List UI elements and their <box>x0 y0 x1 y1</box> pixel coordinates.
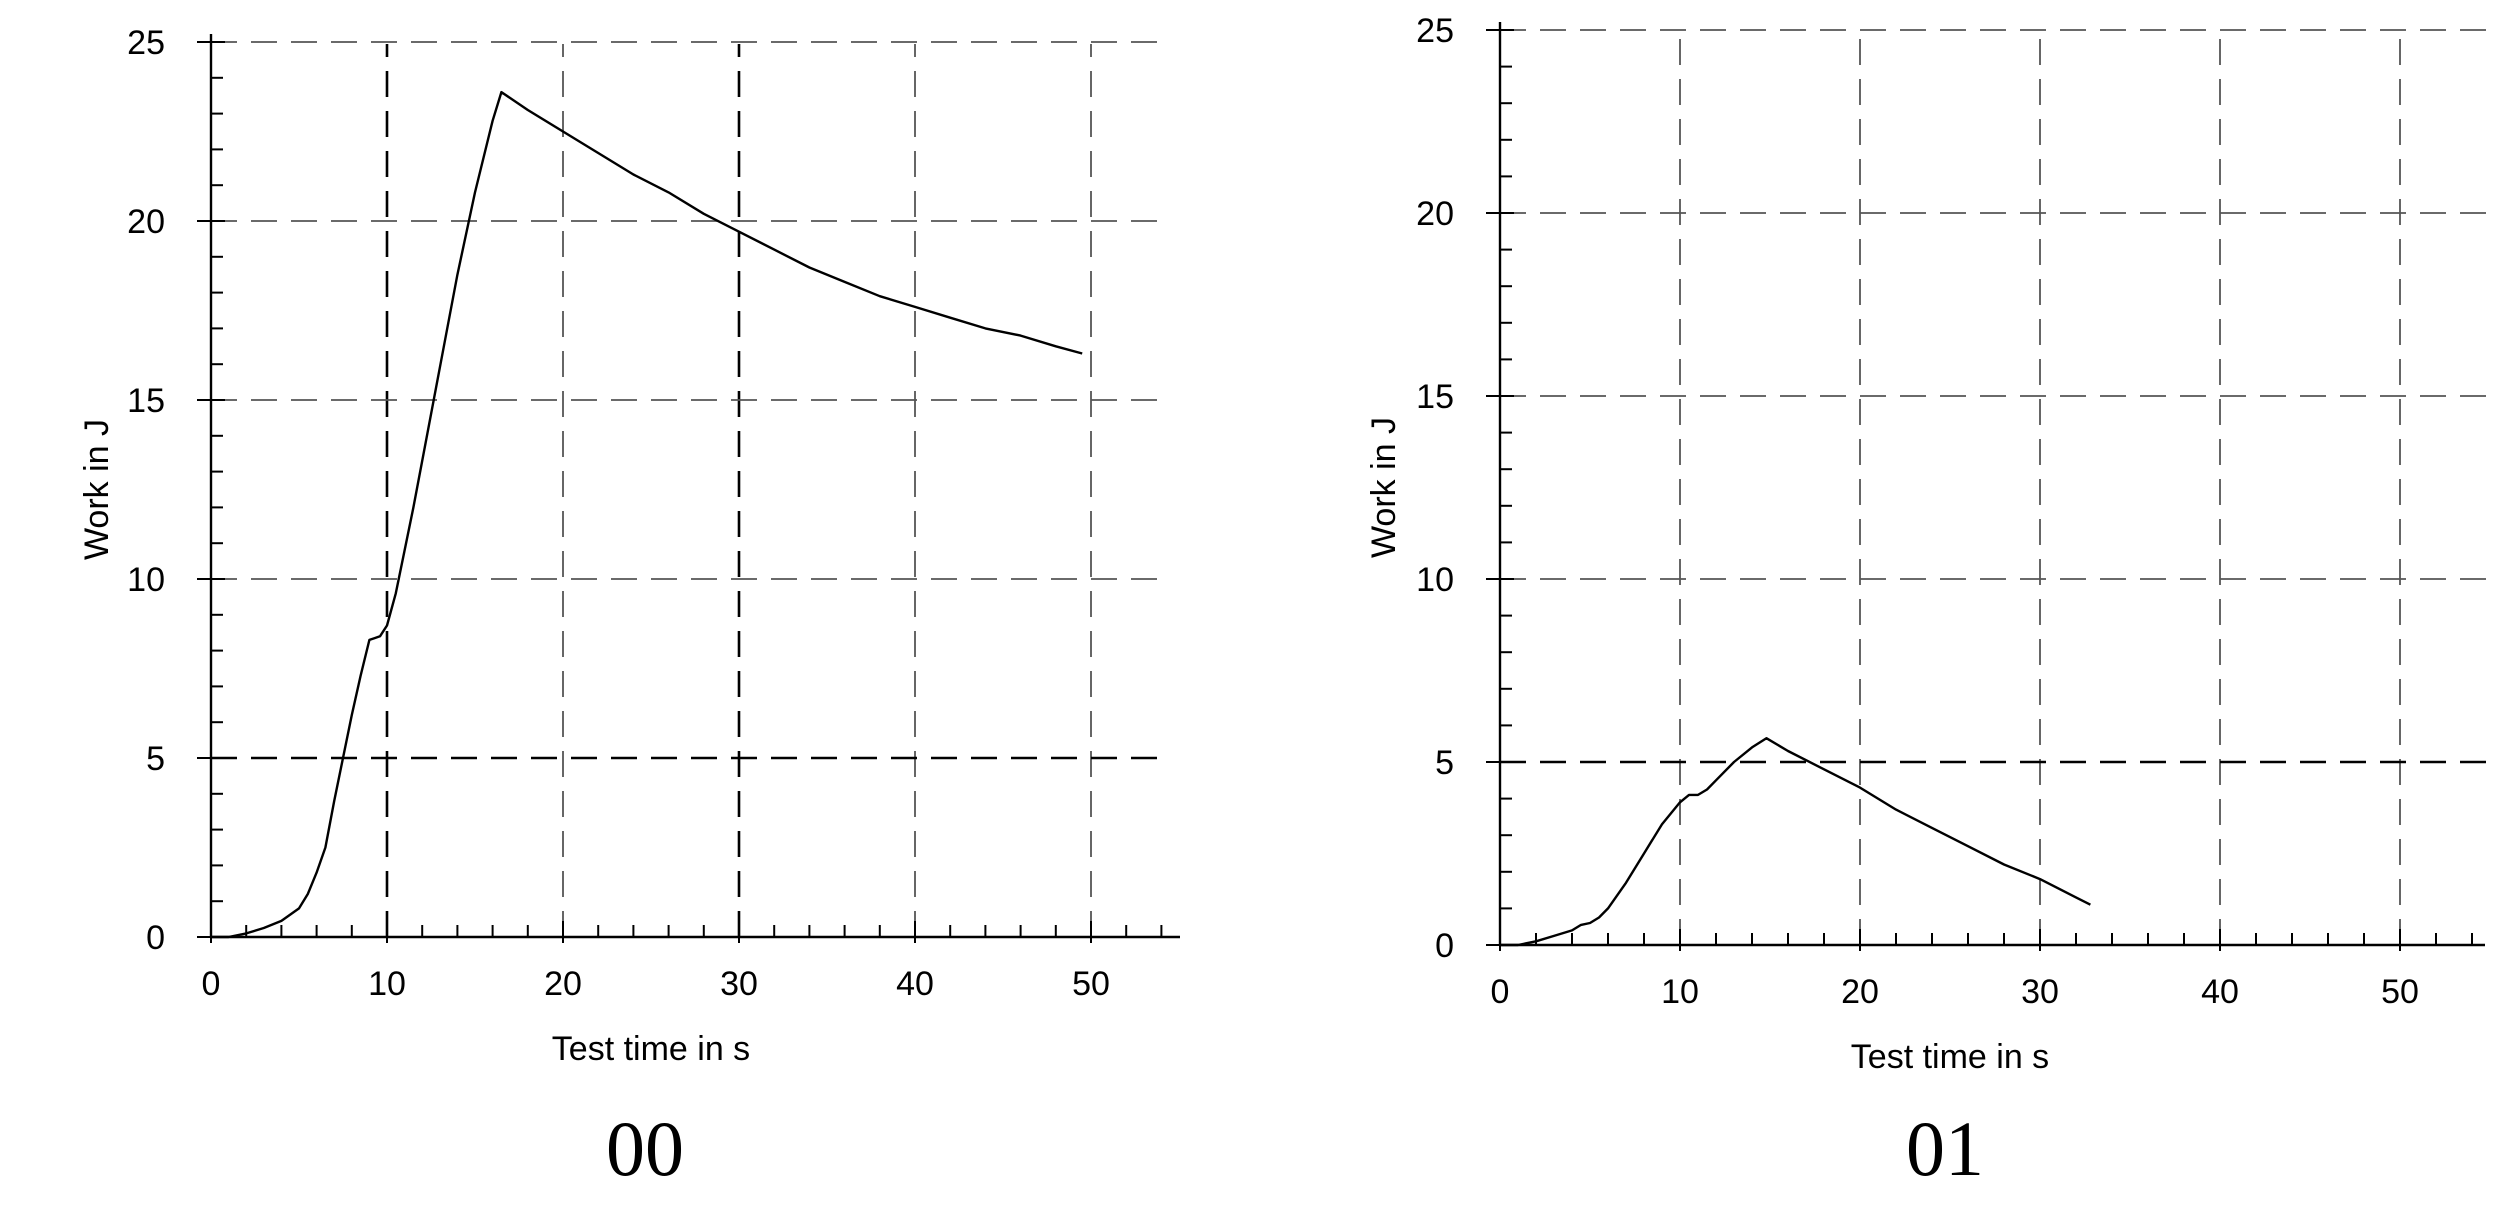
y-tick-label: 5 <box>146 740 165 778</box>
y-tick-label: 0 <box>1435 927 1454 965</box>
series-line <box>1500 737 2091 947</box>
x-tick-label: 10 <box>1661 973 1699 1011</box>
x-tick-label: 50 <box>1072 965 1110 1003</box>
y-tick-label: 25 <box>1416 12 1454 50</box>
x-tick-label: 0 <box>202 965 221 1003</box>
y-tick-label: 20 <box>127 203 165 241</box>
y-axis-label: Work in J <box>78 419 116 560</box>
series-line <box>211 90 1083 939</box>
y-tick-label: 10 <box>127 561 165 599</box>
y-tick-label: 5 <box>1435 744 1454 782</box>
x-tick-label: 20 <box>544 965 582 1003</box>
y-tick-label: 25 <box>127 24 165 62</box>
y-tick-label: 0 <box>146 919 165 957</box>
y-tick-label: 10 <box>1416 561 1454 599</box>
x-axis-label: Test time in s <box>1851 1038 2049 1076</box>
x-tick-label: 50 <box>2381 973 2419 1011</box>
x-axis-label: Test time in s <box>552 1030 750 1068</box>
y-tick-label: 15 <box>1416 378 1454 416</box>
panel-label: 01 <box>1906 1105 1984 1192</box>
x-tick-label: 0 <box>1491 973 1510 1011</box>
x-tick-label: 40 <box>896 965 934 1003</box>
chart-panel-00: 0 10 20 30 40 50 0 5 10 15 20 25 Test time in s Work … <box>78 24 1180 1192</box>
x-tick-label: 30 <box>2021 973 2059 1011</box>
x-tick-label: 30 <box>720 965 758 1003</box>
x-tick-label: 40 <box>2201 973 2239 1011</box>
y-tick-label: 15 <box>127 382 165 420</box>
y-axis-label: Work in J <box>1365 417 1403 558</box>
y-tick-label: 20 <box>1416 195 1454 233</box>
panel-label: 00 <box>606 1105 684 1192</box>
x-tick-label: 20 <box>1841 973 1879 1011</box>
x-tick-label: 10 <box>368 965 406 1003</box>
